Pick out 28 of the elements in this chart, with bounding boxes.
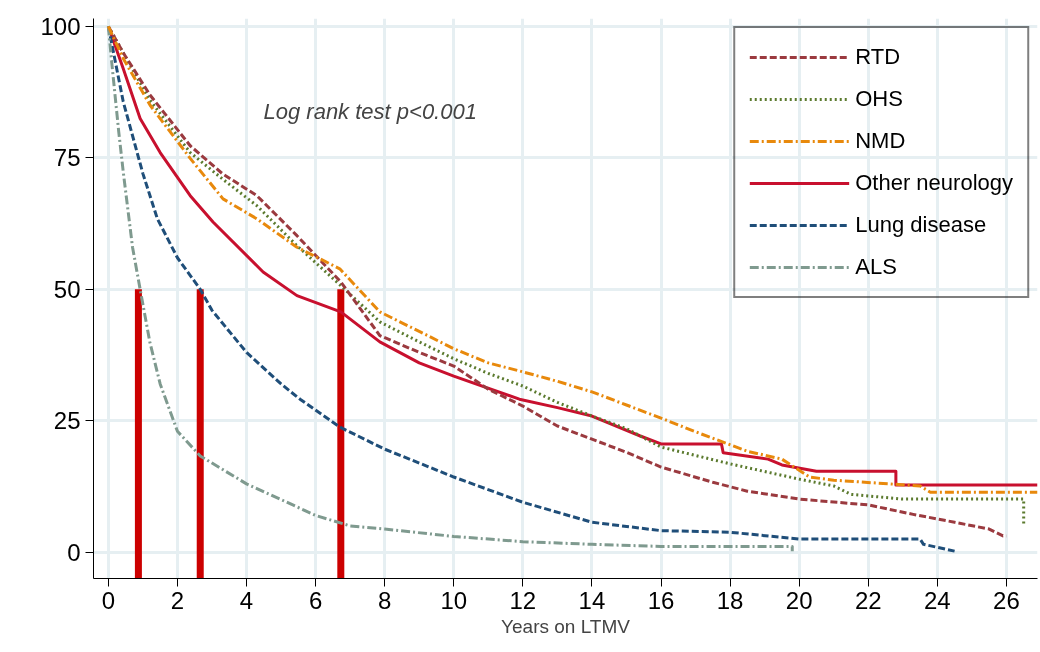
x-tick-label: 2	[170, 586, 185, 614]
legend-label: NMD	[855, 128, 906, 154]
x-tick-label: 10	[440, 586, 468, 614]
x-tick-label: 18	[716, 586, 744, 614]
x-tick-label: 6	[308, 586, 323, 614]
x-tick-label: 0	[101, 586, 116, 614]
x-tick-label: 14	[578, 586, 606, 614]
x-tick-label: 24	[923, 586, 951, 614]
y-tick-label: 100	[40, 12, 81, 40]
x-tick-label: 22	[854, 586, 882, 614]
x-tick-label: 8	[378, 586, 392, 614]
annotation: Log rank test p<0.001	[263, 98, 477, 124]
x-tick-label: 4	[239, 586, 254, 614]
x-tick-label: 20	[785, 586, 813, 614]
y-tick-label: 50	[53, 275, 81, 303]
line-series	[106, 24, 794, 553]
x-axis-title: Years on LTMV	[501, 615, 631, 637]
x-tick-label: 16	[647, 586, 675, 614]
legend-label: OHS	[855, 86, 903, 112]
y-tick-label: 0	[67, 538, 81, 566]
legend-label: Other neurology	[855, 170, 1013, 196]
legend-label: Lung disease	[855, 212, 987, 238]
y-tick-label: 75	[53, 144, 81, 172]
legend-label: RTD	[855, 44, 901, 70]
y-tick-label: 25	[53, 407, 81, 435]
x-tick-label: 26	[993, 586, 1020, 614]
x-tick-label: 12	[509, 586, 537, 614]
legend-label: ALS	[855, 254, 897, 280]
